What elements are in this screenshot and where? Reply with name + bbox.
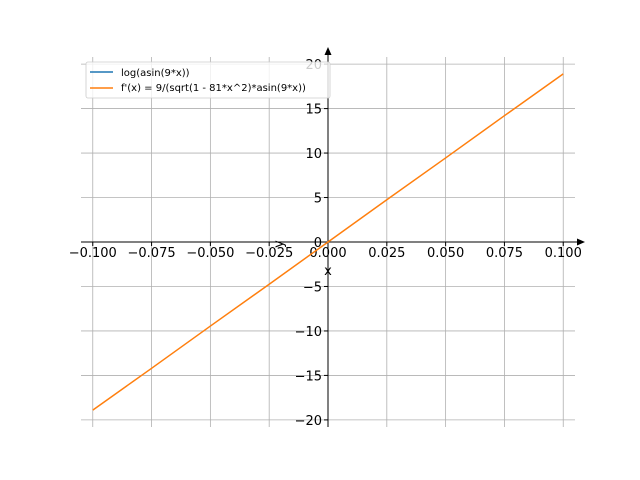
ticks: −0.100 −0.075 −0.050 −0.025 0.000 0.025 0.050 0… [69, 58, 582, 429]
legend-box [85, 61, 331, 99]
x-axis-label: x [324, 264, 332, 279]
y-tick-label-1: −15 [295, 369, 322, 384]
y-tick-label-4: 0 [314, 236, 322, 251]
series-line-1 [92, 73, 564, 411]
series-layer [92, 73, 564, 411]
x-tick-label-0: −0.100 [69, 246, 117, 261]
legend: log(asin(9*x)) f'(x) = 9/(sqrt(1 - 81*x^… [85, 61, 331, 99]
y-tick-label-0: −20 [295, 414, 322, 429]
axes [81, 47, 585, 427]
x-tick-label-4: 0.000 [309, 246, 346, 261]
y-axis-arrow [324, 47, 332, 55]
x-tick-label-1: −0.075 [128, 246, 176, 261]
x-tick-label-3: −0.025 [245, 246, 293, 261]
x-tick-label-5: 0.025 [368, 246, 405, 261]
y-tick-label-3: −5 [303, 280, 322, 295]
x-tick-label-7: 0.075 [486, 246, 523, 261]
y-tick-label-2: −10 [295, 325, 322, 340]
y-axis-label: y [272, 240, 287, 248]
x-tick-label-2: −0.050 [186, 246, 234, 261]
x-tick-label-6: 0.050 [427, 246, 464, 261]
y-tick-label-7: 15 [305, 103, 322, 118]
y-tick-label-5: 5 [314, 192, 322, 207]
legend-label-0: log(asin(9*x)) [121, 68, 190, 79]
x-axis-arrow [577, 238, 585, 246]
x-tick-label-8: 0.100 [545, 246, 582, 261]
y-tick-label-6: 10 [305, 147, 322, 162]
legend-label-1: f'(x) = 9/(sqrt(1 - 81*x^2)*asin(9*x)) [121, 83, 306, 94]
